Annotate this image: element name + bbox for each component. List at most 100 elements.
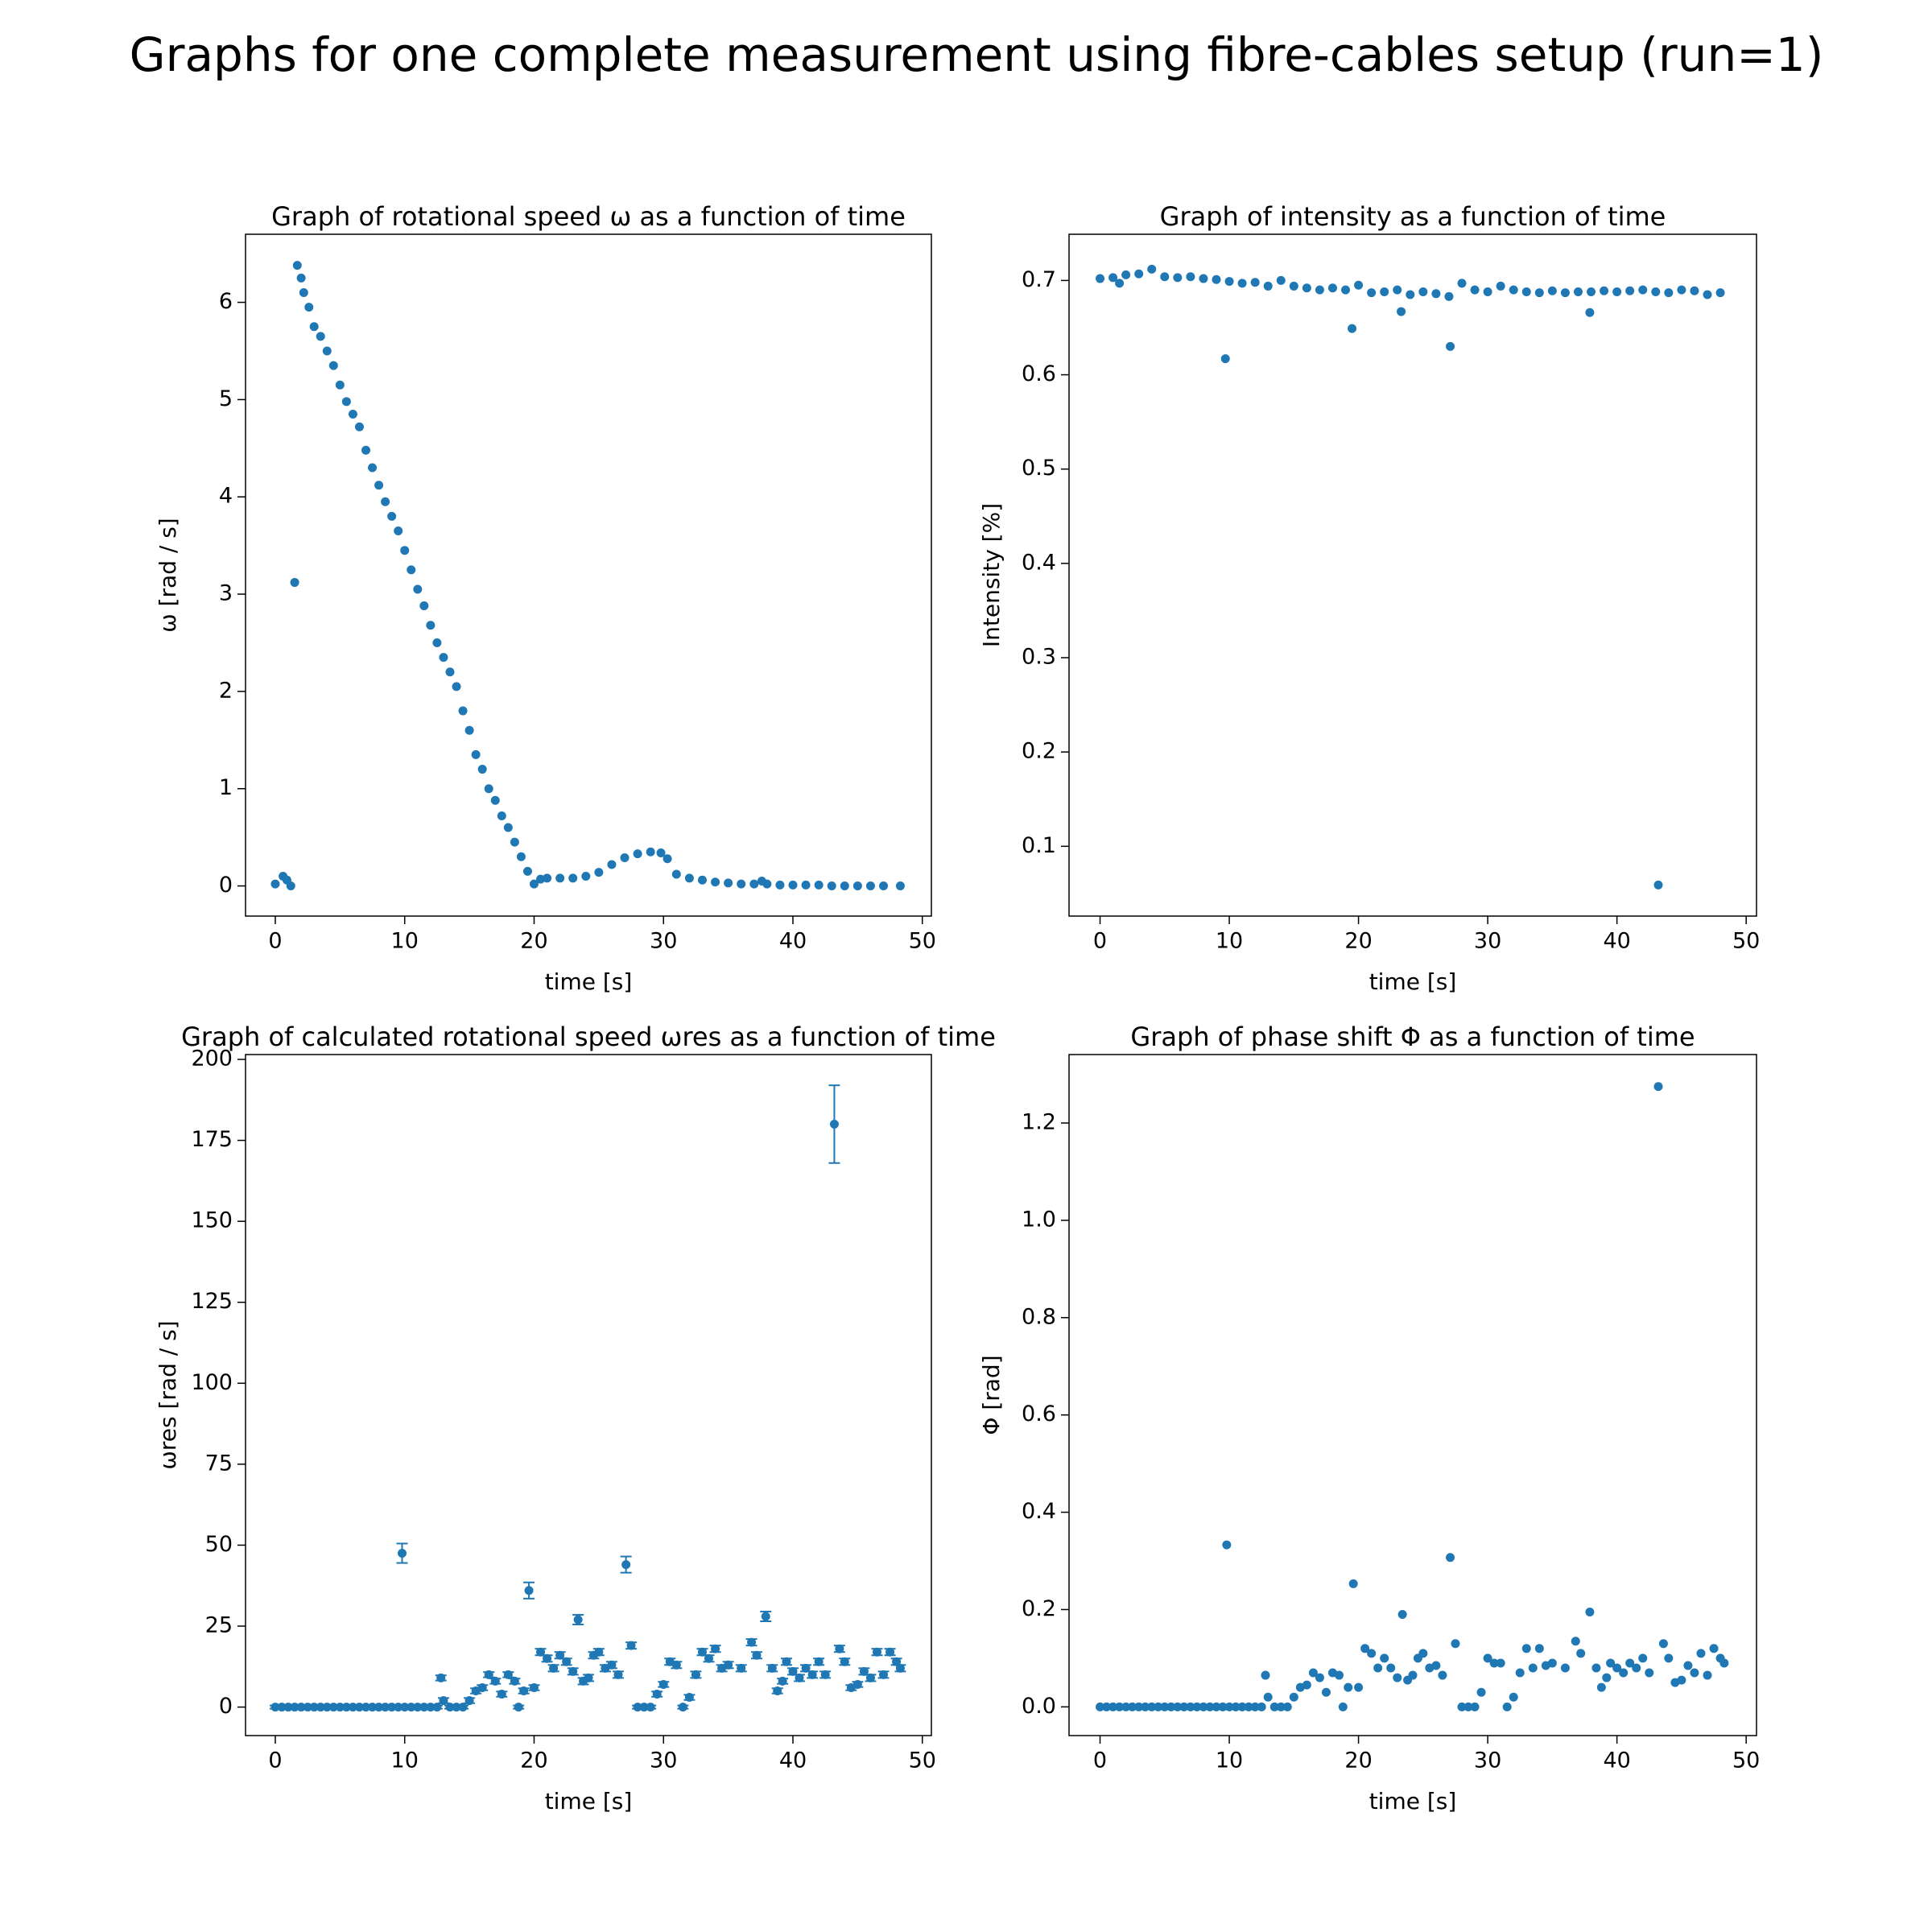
data-point (1269, 1702, 1279, 1711)
data-point (1367, 288, 1377, 298)
x-tick-label: 0 (1093, 929, 1107, 954)
data-point (827, 881, 836, 891)
y-tick-label: 0.5 (1022, 456, 1056, 481)
data-point (439, 1696, 448, 1706)
data-point (621, 1560, 631, 1570)
x-axis-label: time [s] (1369, 1788, 1457, 1814)
data-point (1315, 285, 1324, 295)
data-point (1166, 1702, 1176, 1711)
data-point (1690, 1668, 1699, 1678)
plot-frame (1068, 233, 1757, 917)
data-point (354, 422, 364, 431)
data-point (1534, 288, 1544, 298)
data-point (1115, 279, 1125, 288)
data-point (439, 653, 448, 663)
y-tick-label: 125 (191, 1289, 233, 1314)
data-point (1534, 1644, 1544, 1653)
data-point (1237, 1702, 1247, 1711)
data-point (678, 1703, 687, 1712)
data-point (859, 1666, 869, 1676)
data-point (374, 481, 384, 490)
x-tick-label: 20 (520, 929, 547, 954)
data-point (1431, 1661, 1441, 1670)
data-point (886, 1647, 895, 1657)
x-tick-label: 30 (1474, 929, 1501, 954)
data-point (497, 811, 506, 821)
data-point (684, 1693, 694, 1703)
y-tick-label: 75 (205, 1451, 233, 1476)
data-point (1625, 1658, 1635, 1668)
data-point (1237, 279, 1247, 288)
data-point (1115, 1702, 1125, 1711)
data-point (1602, 1673, 1612, 1682)
y-tick-label: 1 (219, 775, 233, 800)
data-point (801, 880, 811, 890)
data-point (1096, 1702, 1105, 1711)
data-point (704, 1653, 714, 1663)
data-point (737, 1663, 746, 1673)
data-point (1393, 1673, 1402, 1682)
data-point (620, 853, 630, 863)
y-tick-label: 0.7 (1022, 267, 1056, 292)
data-point (1276, 275, 1286, 285)
data-point (458, 1703, 468, 1712)
data-point (801, 1663, 811, 1673)
y-tick-label: 1.2 (1022, 1110, 1056, 1135)
data-point (747, 1637, 757, 1647)
y-tick-label: 0.0 (1022, 1694, 1056, 1719)
x-tick-label: 10 (391, 1748, 419, 1773)
data-point (1406, 290, 1415, 299)
data-point (543, 1653, 552, 1663)
data-point (490, 1676, 500, 1686)
data-point (1160, 272, 1170, 282)
data-point (829, 1119, 839, 1129)
y-tick-label: 6 (219, 289, 233, 314)
x-tick-label: 50 (1732, 1748, 1760, 1773)
data-point (1141, 1702, 1150, 1711)
data-point (691, 1670, 700, 1679)
data-point (471, 749, 481, 759)
data-point (895, 881, 905, 891)
chart: Graph of calculated rotational speed ωre… (155, 1022, 996, 1814)
x-tick-label: 50 (909, 1748, 936, 1773)
data-point (549, 1663, 559, 1673)
data-point (1571, 1637, 1580, 1646)
data-point (872, 1647, 881, 1657)
y-tick-label: 5 (219, 386, 233, 411)
plot-frame (1068, 1054, 1757, 1736)
data-point (464, 1696, 474, 1706)
x-tick-label: 0 (1093, 1748, 1107, 1773)
data-point (1220, 354, 1230, 364)
data-point (1218, 1702, 1228, 1711)
data-point (573, 1615, 583, 1624)
data-point (1302, 283, 1311, 293)
data-point (445, 667, 455, 677)
data-point (1408, 1670, 1418, 1680)
data-point (711, 877, 720, 887)
x-tick-label: 10 (1216, 929, 1243, 954)
data-point (1199, 1702, 1208, 1711)
data-point (1108, 273, 1118, 283)
data-point (1625, 286, 1635, 295)
data-point (1463, 1702, 1473, 1711)
y-tick-label: 0.1 (1022, 833, 1056, 858)
data-point (514, 1703, 523, 1712)
y-tick-label: 0.2 (1022, 1596, 1056, 1621)
data-point (724, 1660, 733, 1670)
data-point (1397, 307, 1406, 316)
data-point (1338, 1702, 1348, 1711)
data-point (1645, 1668, 1654, 1678)
data-point (607, 860, 617, 869)
data-point (510, 1676, 519, 1686)
x-tick-label: 0 (268, 1748, 282, 1773)
data-point (1612, 287, 1622, 296)
data-point (1658, 1639, 1668, 1649)
data-point (581, 871, 591, 881)
data-point (335, 380, 345, 390)
chart-title: Graph of intensity as a function of time (1160, 201, 1666, 232)
data-point (782, 1657, 791, 1666)
data-point (484, 784, 493, 794)
y-tick-label: 0.4 (1022, 1499, 1056, 1524)
data-point (1282, 1702, 1292, 1711)
data-point (1703, 1670, 1712, 1680)
